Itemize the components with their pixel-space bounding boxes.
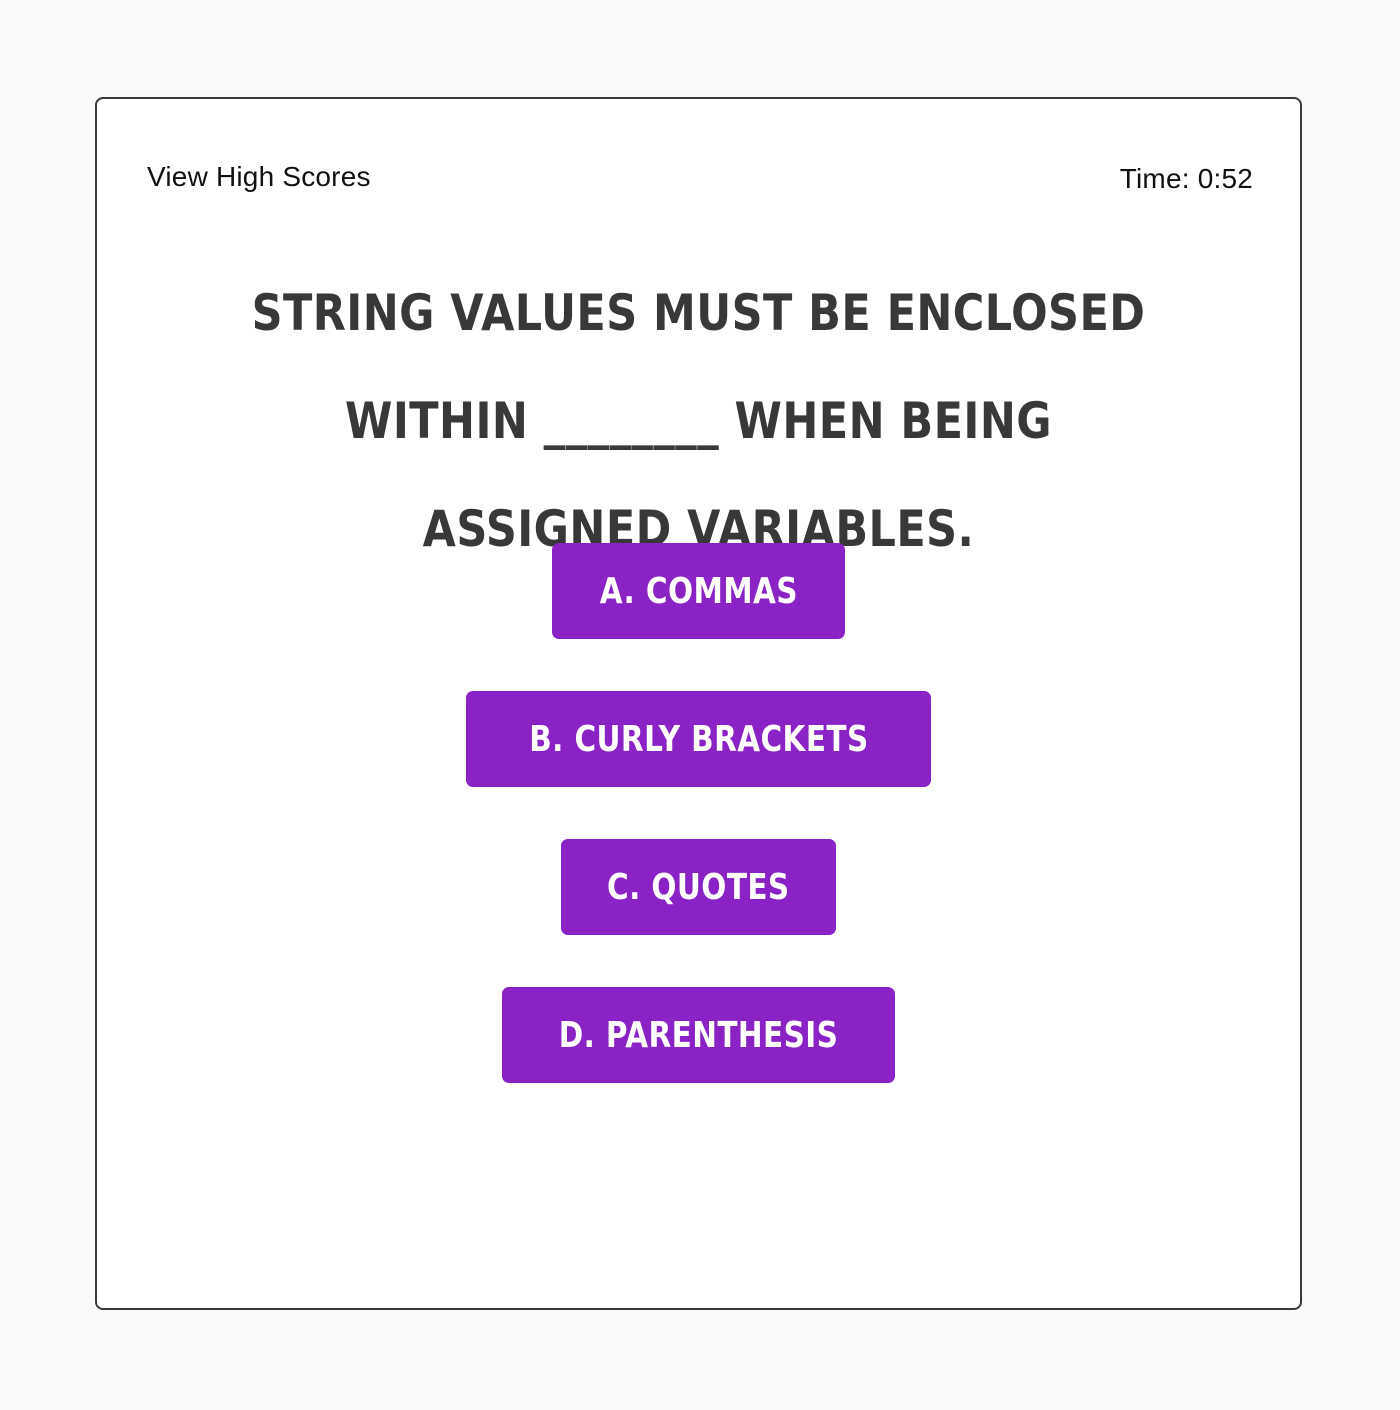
answer-button-b[interactable]: B. Curly Brackets <box>465 691 932 787</box>
answer-label-d: D. Parenthesis <box>558 1014 839 1056</box>
quiz-card: View High Scores Time: 0:52 String value… <box>95 97 1302 1310</box>
answer-button-a[interactable]: A. Commas <box>551 543 846 639</box>
answer-list: A. Commas B. Curly Brackets C. Quotes D.… <box>97 543 1300 1083</box>
answer-label-b: B. Curly Brackets <box>528 718 869 760</box>
timer-display: Time: 0:52 <box>1119 163 1253 194</box>
question-text: String values must be enclosed within __… <box>251 284 1146 558</box>
answer-label-c: C. Quotes <box>607 866 790 908</box>
view-high-scores-link[interactable]: View High Scores <box>147 161 371 192</box>
answer-button-c[interactable]: C. Quotes <box>561 839 836 935</box>
answer-label-a: A. Commas <box>599 570 798 612</box>
answer-button-d[interactable]: D. Parenthesis <box>501 987 895 1083</box>
